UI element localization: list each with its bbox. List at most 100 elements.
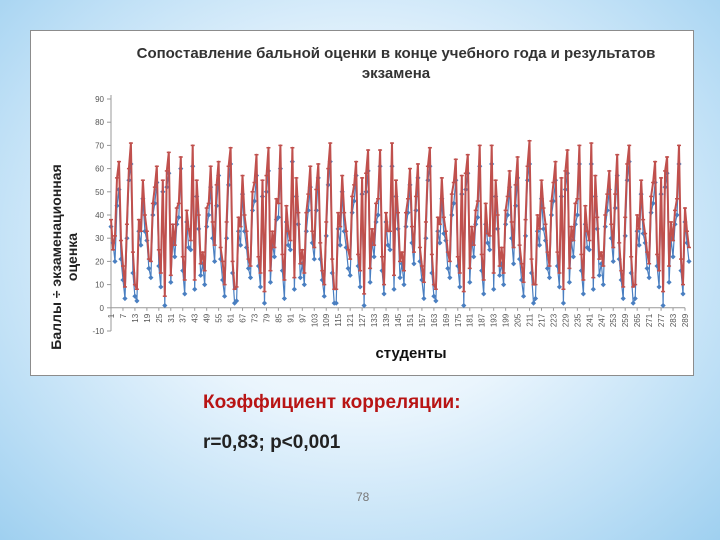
correlation-heading: Коэффициент корреляции:: [203, 392, 461, 413]
series-1-point: [158, 284, 164, 290]
y-tick-label: 40: [95, 211, 104, 220]
series-1-point: [222, 293, 228, 299]
x-tick-label: 49: [203, 313, 212, 322]
series-1-point: [311, 256, 317, 262]
series-1-point: [347, 272, 353, 278]
x-tick-label: 199: [502, 313, 511, 327]
series-1-point: [572, 221, 578, 227]
series-1-point: [321, 293, 327, 299]
series-1-point: [680, 291, 686, 297]
series-1-point: [212, 258, 218, 264]
series-1-point: [202, 282, 208, 288]
series-1-point: [162, 302, 168, 309]
series-1-point: [172, 254, 178, 260]
series-1-point: [287, 247, 293, 253]
series-1-point: [666, 279, 672, 285]
series-1-point: [630, 300, 636, 306]
series-1-point: [387, 247, 393, 253]
series-1-point: [431, 293, 437, 299]
x-tick-label: 259: [621, 313, 630, 327]
x-tick-label: 181: [466, 313, 475, 327]
series-1-point: [375, 212, 381, 218]
series-1-point: [497, 272, 503, 278]
series-1-point: [684, 240, 690, 246]
x-tick-label: 97: [298, 313, 307, 322]
series-1-point: [532, 295, 539, 302]
chart-plot: -10 0 10 20 30 40 50 60 70 80 90 1 7 13 19 25 31 37 43 49 55…: [92, 95, 692, 336]
series-1-point: [233, 298, 240, 304]
series-1-point: [112, 258, 118, 264]
x-tick-label: 283: [669, 313, 678, 327]
series-1-point: [385, 242, 391, 248]
x-tick-label: 55: [215, 313, 224, 322]
series-1-point: [499, 261, 505, 267]
series-1-point: [257, 284, 264, 290]
series-1-point: [271, 254, 278, 260]
series-1-point: [401, 282, 407, 288]
series-1-point: [471, 254, 477, 260]
series-1-point: [620, 295, 626, 302]
x-tick-label: 187: [478, 313, 487, 327]
x-tick-label: 241: [585, 313, 594, 327]
series-1-point: [510, 261, 517, 267]
x-tick-label: 19: [143, 313, 152, 322]
series-1-point: [660, 302, 666, 309]
x-tick-label: 235: [573, 313, 582, 327]
series-1-point: [646, 275, 652, 281]
series-1-point: [544, 265, 551, 271]
y-tick-label: 60: [95, 165, 104, 174]
y-tick-label: -10: [92, 327, 104, 336]
series-1-point: [132, 293, 138, 299]
series-1-point: [192, 286, 198, 292]
x-tick-label: 175: [454, 313, 463, 327]
series-1-point: [447, 275, 453, 281]
series-1-point: [596, 272, 602, 278]
series-1-point: [231, 300, 238, 306]
y-axis-label: Баллы ÷ экзаменационная оценка: [48, 164, 80, 350]
x-tick-label: 265: [633, 313, 642, 327]
series-1-point: [560, 300, 567, 306]
page-number: 78: [356, 490, 370, 504]
x-tick-label: 157: [418, 313, 427, 327]
series-1-point: [371, 254, 377, 260]
x-tick-label: 163: [430, 313, 439, 327]
series-1-point: [237, 242, 244, 248]
series-1-point: [357, 284, 363, 290]
series-1-point: [586, 247, 592, 253]
x-tick-label: 277: [657, 313, 666, 327]
series-1-point: [397, 275, 403, 281]
x-tick-label: 253: [609, 313, 618, 327]
series-1-point: [437, 240, 443, 246]
series-1-point: [421, 295, 427, 302]
x-tick-label: 139: [382, 313, 391, 327]
series-1-point: [487, 247, 493, 253]
series-1-point: [148, 275, 154, 281]
series-1-point: [570, 254, 576, 260]
x-tick-label: 7: [119, 313, 128, 318]
x-tick-label: 205: [514, 313, 523, 327]
series-1-point: [182, 291, 188, 297]
series-1-point: [491, 286, 497, 292]
x-tick-label: 25: [155, 313, 164, 322]
series-1-point: [528, 270, 535, 276]
x-tick-label: 127: [358, 313, 367, 327]
series-1-point: [134, 298, 140, 304]
x-tick-label: 67: [239, 313, 248, 322]
series-1-point: [337, 242, 343, 248]
series-1-point: [578, 268, 584, 274]
x-tick-label: 193: [490, 313, 499, 327]
y-tick-label: 30: [95, 234, 104, 243]
series-1-point: [409, 240, 415, 246]
series-1-point: [556, 284, 563, 290]
x-tick-label: 43: [191, 313, 200, 322]
series-1-point: [261, 300, 268, 306]
series-1-point: [590, 286, 596, 292]
series-1-point: [501, 282, 507, 288]
series-1-point: [656, 284, 662, 290]
series-1-point: [122, 295, 128, 302]
series-1-point: [485, 240, 491, 246]
series-1-point: [433, 298, 439, 304]
series-1-point: [281, 295, 287, 302]
x-tick-label: 271: [645, 313, 654, 327]
series-1-point: [319, 277, 325, 283]
